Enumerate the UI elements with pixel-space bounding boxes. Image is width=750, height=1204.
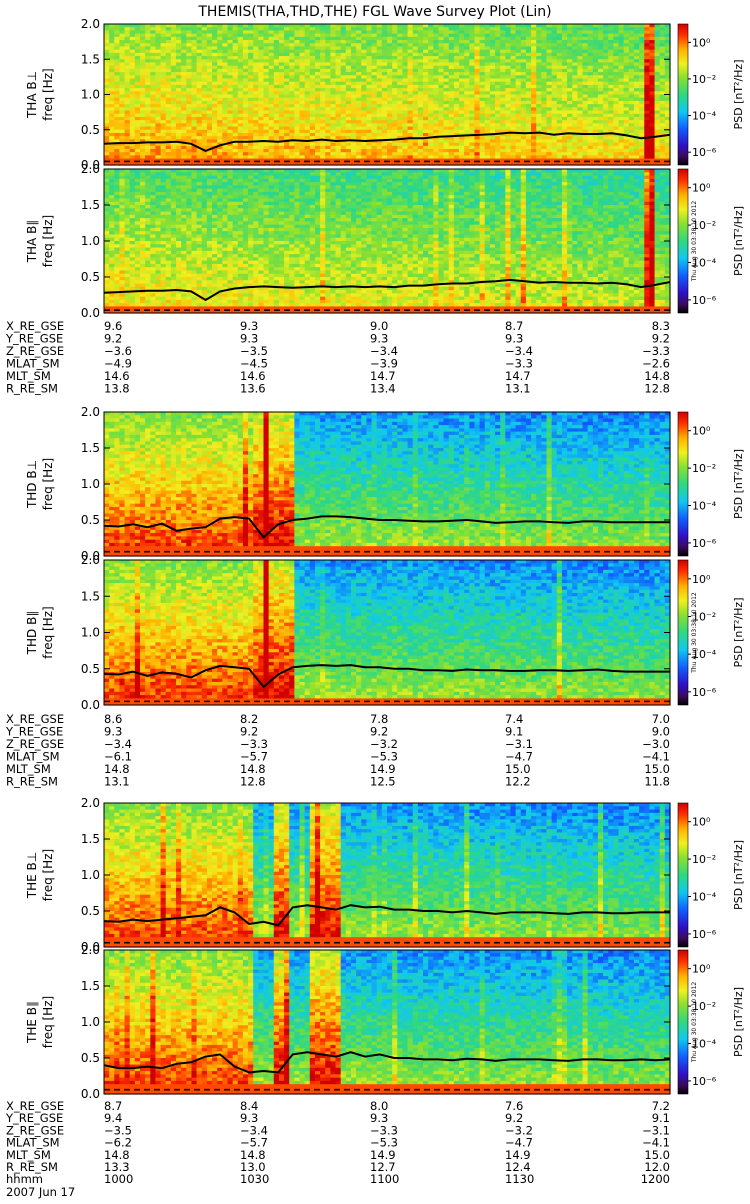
colorbar-tick-label: 10⁻² <box>692 73 716 86</box>
figure-title: THEMIS(THA,THD,THE) FGL Wave Survey Plot… <box>197 4 551 20</box>
y-tick-label: 1.5 <box>81 52 100 66</box>
colorbar-label: PSD [nT²/Hz] <box>732 59 745 129</box>
colorbar-gradient-bar <box>678 24 688 165</box>
y-axis-label: freq [Hz] <box>41 68 55 120</box>
panel-label: THA B⊥ <box>25 71 39 119</box>
y-tick-label: 1.0 <box>81 88 100 102</box>
y-tick-label: 0.5 <box>81 123 100 137</box>
colorbar-tick-label: 10⁰ <box>692 36 711 49</box>
colorbar-tick-label: 10⁻⁶ <box>692 146 717 159</box>
y-tick-label: 2.0 <box>81 17 100 31</box>
colorbar-tick-label: 10⁻⁴ <box>692 110 717 123</box>
colorbar: 10⁰ 10⁻² 10⁻⁴ 10⁻⁶ PSD [nT²/Hz] <box>678 24 745 165</box>
